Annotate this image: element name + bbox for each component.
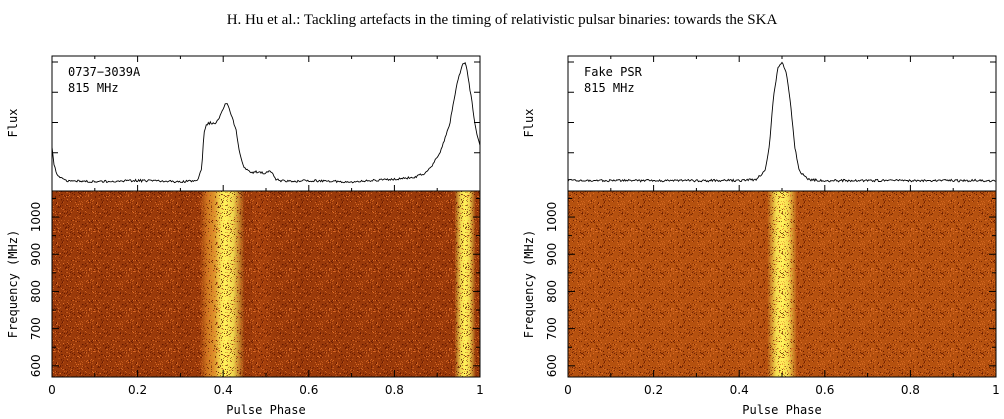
ytick-label: 1000 bbox=[545, 202, 559, 233]
heatmap-noise bbox=[568, 191, 996, 377]
profile-frame bbox=[51, 55, 481, 192]
frequency-tick-labels: 600 700 800 900 1000 bbox=[29, 202, 43, 378]
xtick-label: 0.6 bbox=[815, 383, 834, 397]
ytick-label: 900 bbox=[545, 243, 559, 266]
phase-tick-labels: 0 0.2 0.4 0.6 0.8 1 bbox=[564, 383, 1000, 397]
profile-line bbox=[51, 61, 481, 184]
profile-frame bbox=[567, 55, 997, 192]
xtick-label: 0.2 bbox=[128, 383, 147, 397]
pulse-phase-axis-label: Pulse Phase bbox=[742, 403, 821, 417]
ytick-label: 900 bbox=[29, 243, 43, 266]
observing-frequency-label: 815 MHz bbox=[68, 81, 119, 95]
pulsar-name-label: 0737−3039A bbox=[68, 65, 141, 79]
profile-ticks bbox=[51, 56, 481, 191]
flux-axis-label: Flux bbox=[6, 109, 20, 138]
heatmap-ticks bbox=[51, 197, 481, 377]
xtick-label: 0.8 bbox=[385, 383, 404, 397]
page-header: H. Hu et al.: Tackling artefacts in the … bbox=[226, 12, 778, 28]
pulse-phase-axis-label: Pulse Phase bbox=[226, 403, 305, 417]
ytick-label: 1000 bbox=[29, 202, 43, 233]
xtick-label: 0.8 bbox=[901, 383, 920, 397]
heatmap-plot-left: 600 700 800 900 1000 0 0.2 0.4 0.6 0.8 1… bbox=[6, 190, 484, 417]
figure-left-svg: 0737−3039A 815 MHz Flux 600 700 800 900 … bbox=[6, 55, 484, 417]
figure-right-svg: Fake PSR 815 MHz Flux 600 700 800 900 10… bbox=[522, 55, 1000, 417]
heatmap-plot-right: 600 700 800 900 1000 0 0.2 0.4 0.6 0.8 1… bbox=[522, 190, 1000, 417]
profile-ticks bbox=[567, 56, 997, 191]
frequency-axis-label: Frequency (MHz) bbox=[6, 230, 20, 338]
phase-tick-labels: 0 0.2 0.4 0.6 0.8 1 bbox=[48, 383, 484, 397]
ytick-label: 800 bbox=[29, 280, 43, 303]
xtick-label: 0 bbox=[48, 383, 56, 397]
flux-axis-label: Flux bbox=[522, 109, 536, 138]
frequency-tick-labels: 600 700 800 900 1000 bbox=[545, 202, 559, 378]
heatmap-noise bbox=[52, 191, 480, 377]
xtick-label: 1 bbox=[476, 383, 484, 397]
observing-frequency-label: 815 MHz bbox=[584, 81, 635, 95]
frequency-axis-label: Frequency (MHz) bbox=[522, 230, 536, 338]
profile-plot-left: 0737−3039A 815 MHz Flux bbox=[6, 55, 481, 192]
ytick-label: 600 bbox=[29, 354, 43, 377]
ytick-label: 600 bbox=[545, 354, 559, 377]
figure-panel-right: Fake PSR 815 MHz Flux 600 700 800 900 10… bbox=[502, 0, 1004, 419]
ytick-label: 700 bbox=[545, 317, 559, 340]
profile-line bbox=[567, 61, 996, 183]
xtick-label: 0.4 bbox=[730, 383, 749, 397]
ytick-label: 800 bbox=[545, 280, 559, 303]
figure-panel-left: 0737−3039A 815 MHz Flux 600 700 800 900 … bbox=[6, 55, 484, 417]
xtick-label: 0.2 bbox=[644, 383, 663, 397]
xtick-label: 1 bbox=[992, 383, 1000, 397]
heatmap-ticks bbox=[567, 197, 997, 377]
pulsar-name-label: Fake PSR bbox=[584, 65, 643, 79]
ytick-label: 700 bbox=[29, 317, 43, 340]
xtick-label: 0 bbox=[564, 383, 572, 397]
xtick-label: 0.4 bbox=[214, 383, 233, 397]
profile-plot-right: Fake PSR 815 MHz Flux bbox=[522, 55, 997, 192]
xtick-label: 0.6 bbox=[299, 383, 318, 397]
